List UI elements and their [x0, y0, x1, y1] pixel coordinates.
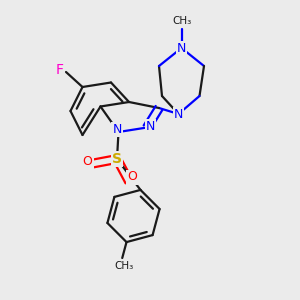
Text: N: N [146, 119, 155, 133]
Text: F: F [56, 64, 63, 77]
Text: CH₃: CH₃ [172, 16, 192, 26]
Text: N: N [174, 107, 183, 121]
Text: S: S [112, 152, 122, 166]
Text: N: N [112, 123, 122, 136]
Text: CH₃: CH₃ [114, 261, 134, 272]
Text: O: O [127, 170, 137, 184]
Text: O: O [83, 154, 92, 168]
Text: N: N [177, 41, 186, 55]
